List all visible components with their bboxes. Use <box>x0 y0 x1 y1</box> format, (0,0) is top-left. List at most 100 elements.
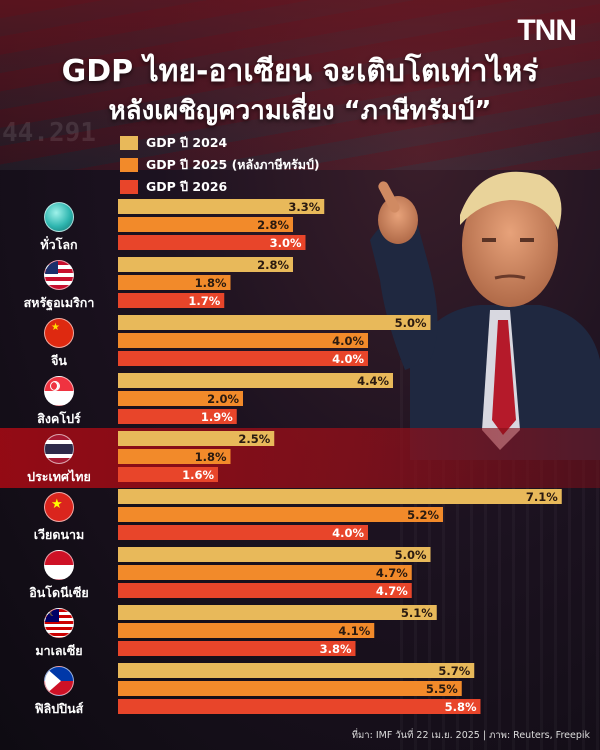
bar-value-label: 5.1% <box>401 606 433 620</box>
country-label: จีน <box>51 353 67 368</box>
bar-value-label: 5.0% <box>395 316 427 330</box>
source-footer: ที่มา: IMF วันที่ 22 เม.ย. 2025 | ภาพ: R… <box>351 730 590 741</box>
legend-swatch-2024 <box>120 136 138 150</box>
indonesia-flag-icon <box>44 550 74 580</box>
bar-value-label: 2.0% <box>207 392 239 406</box>
bar-4-1 <box>118 449 231 464</box>
bar-8-0 <box>118 663 475 678</box>
bar-2-1 <box>118 333 368 348</box>
china-flag-icon: ★ <box>44 318 74 348</box>
country-thailand: ประเทศไทย <box>0 434 118 487</box>
country-label: อินโดนีเซีย <box>29 585 89 600</box>
bar-value-label: 4.7% <box>376 566 408 580</box>
vietnam-flag-icon: ★ <box>44 492 74 522</box>
bar-value-label: 3.3% <box>288 200 320 214</box>
bar-6-2 <box>118 583 412 598</box>
bar-value-label: 4.0% <box>332 352 364 366</box>
bar-value-label: 3.8% <box>320 642 352 656</box>
person-photo <box>370 171 600 460</box>
bar-0-0 <box>118 199 325 214</box>
bar-3-2 <box>118 409 237 424</box>
bar-value-label: 1.6% <box>182 468 214 482</box>
bar-3-0 <box>118 373 393 388</box>
bar-0-1 <box>118 217 293 232</box>
bar-value-label: 7.1% <box>526 490 558 504</box>
bar-1-2 <box>118 293 225 308</box>
country-vietnam: ★ เวียดนาม <box>0 492 118 545</box>
singapore-flag-icon <box>44 376 74 406</box>
bar-value-label: 1.9% <box>201 410 233 424</box>
bar-7-1 <box>118 623 375 638</box>
thailand-flag-icon <box>44 434 74 464</box>
bar-4-2 <box>118 467 218 482</box>
thailand-highlight-band <box>0 428 600 488</box>
bar-7-2 <box>118 641 356 656</box>
country-label: ทั่วโลก <box>40 237 78 252</box>
bar-2-0 <box>118 315 431 330</box>
bar-1-0 <box>118 257 293 272</box>
bar-1-1 <box>118 275 231 290</box>
bar-4-0 <box>118 431 275 446</box>
legend-item-2025: GDP ปี 2025 (หลังภาษีทรัมป์) <box>120 154 320 176</box>
bar-value-label: 1.7% <box>188 294 220 308</box>
bar-value-label: 2.8% <box>257 218 289 232</box>
country-philippines: ฟิลิปปินส์ <box>0 666 118 719</box>
bar-value-label: 4.0% <box>332 334 364 348</box>
legend-label-2026: GDP ปี 2026 <box>146 179 228 194</box>
bar-5-2 <box>118 525 368 540</box>
legend-item-2024: GDP ปี 2024 <box>120 132 320 154</box>
philippines-flag-icon <box>44 666 74 696</box>
page-subtitle: หลังเผชิญความเสี่ยง “ภาษีทรัมป์” <box>108 96 492 126</box>
bar-value-label: 4.0% <box>332 526 364 540</box>
globe-icon <box>44 202 74 232</box>
country-world: ทั่วโลก <box>0 202 118 255</box>
country-label: เวียดนาม <box>33 527 85 542</box>
bar-value-label: 1.8% <box>195 276 227 290</box>
page-title: GDP ไทย-อาเซียน จะเติบโตเท่าไหร่ <box>61 54 539 89</box>
bar-3-1 <box>118 391 243 406</box>
bar-5-1 <box>118 507 443 522</box>
country-label: มาเลเซีย <box>35 643 83 658</box>
country-malaysia: ☾ มาเลเซีย <box>0 608 118 661</box>
bar-0-2 <box>118 235 306 250</box>
background-ticker: 44.291 <box>2 118 96 148</box>
bar-5-0 <box>118 489 562 504</box>
bar-value-label: 2.5% <box>238 432 270 446</box>
bar-8-2 <box>118 699 481 714</box>
legend: GDP ปี 2024 GDP ปี 2025 (หลังภาษีทรัมป์)… <box>120 132 320 198</box>
bar-6-0 <box>118 547 431 562</box>
legend-label-2024: GDP ปี 2024 <box>146 135 228 150</box>
bar-value-label: 3.0% <box>270 236 302 250</box>
usa-flag-icon <box>44 260 74 290</box>
legend-swatch-2025 <box>120 158 138 172</box>
country-usa: สหรัฐอเมริกา <box>0 260 118 313</box>
country-china: ★ จีน <box>0 318 118 371</box>
country-label: สิงคโปร์ <box>37 411 81 426</box>
legend-swatch-2026 <box>120 180 138 194</box>
bar-6-1 <box>118 565 412 580</box>
bar-2-2 <box>118 351 368 366</box>
bar-value-label: 5.2% <box>407 508 439 522</box>
malaysia-flag-icon: ☾ <box>44 608 74 638</box>
legend-label-2025: GDP ปี 2025 (หลังภาษีทรัมป์) <box>146 157 320 172</box>
country-singapore: สิงคโปร์ <box>0 376 118 429</box>
bar-value-label: 2.8% <box>257 258 289 272</box>
bar-value-label: 1.8% <box>195 450 227 464</box>
bar-value-label: 5.7% <box>438 664 470 678</box>
country-label: ประเทศไทย <box>27 469 91 484</box>
bar-value-label: 4.1% <box>338 624 370 638</box>
brand-logo: TNN <box>517 14 577 47</box>
bar-value-label: 4.7% <box>376 584 408 598</box>
country-indonesia: อินโดนีเซีย <box>0 550 118 603</box>
bar-value-label: 5.5% <box>426 682 458 696</box>
country-label: ฟิลิปปินส์ <box>34 701 84 716</box>
bar-8-1 <box>118 681 462 696</box>
bar-value-label: 5.0% <box>395 548 427 562</box>
country-label: สหรัฐอเมริกา <box>23 295 95 310</box>
bar-7-0 <box>118 605 437 620</box>
bar-value-label: 4.4% <box>357 374 389 388</box>
bar-value-label: 5.8% <box>445 700 477 714</box>
legend-item-2026: GDP ปี 2026 <box>120 176 320 198</box>
background-flag <box>0 0 600 170</box>
